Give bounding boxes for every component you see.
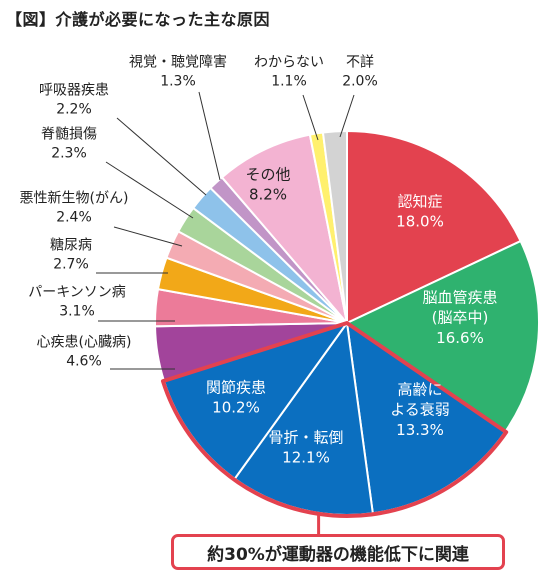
- slice-label-悪性新生物がん: 悪性新生物(がん): [20, 191, 129, 207]
- slice-value-呼吸器疾患: 2.2%: [56, 102, 92, 118]
- slice-label-脳血管疾患脳卒中: 脳血管疾患: [422, 288, 497, 306]
- slice-label-高齢による衰弱: よる衰弱: [390, 401, 450, 419]
- leader-line-不詳: [339, 94, 355, 138]
- slice-label-視覚聴覚障害: 視覚・聴覚障害: [129, 55, 227, 71]
- leader-line-視覚聴覚障害: [198, 91, 221, 181]
- slice-label-呼吸器疾患: 呼吸器疾患: [39, 83, 109, 99]
- slice-label-脳血管疾患脳卒中: (脳卒中): [432, 309, 489, 327]
- slice-value-高齢による衰弱: 13.3%: [396, 421, 444, 439]
- slice-value-わからない: 1.1%: [271, 74, 307, 90]
- leader-line-わからない: [302, 94, 319, 141]
- slice-value-視覚聴覚障害: 1.3%: [160, 74, 196, 90]
- slice-label-高齢による衰弱: 高齢に: [397, 380, 442, 398]
- slice-label-関節疾患: 関節疾患: [206, 378, 266, 396]
- leader-line-呼吸器疾患: [116, 117, 207, 196]
- slice-value-脳血管疾患脳卒中: 16.6%: [436, 329, 484, 347]
- slice-value-認知症: 18.0%: [396, 213, 444, 231]
- slice-value-パーキンソン病: 3.1%: [59, 303, 95, 319]
- slice-value-関節疾患: 10.2%: [212, 399, 260, 417]
- slice-value-骨折転倒: 12.1%: [282, 449, 330, 467]
- slice-label-その他: その他: [245, 165, 290, 183]
- slice-value-不詳: 2.0%: [342, 74, 378, 90]
- slice-label-骨折転倒: 骨折・転倒: [268, 428, 343, 446]
- leader-line-悪性新生物がん: [113, 226, 183, 247]
- slice-value-心疾患心臓病: 4.6%: [66, 353, 102, 369]
- slice-label-認知症: 認知症: [397, 192, 442, 210]
- slice-label-不詳: 不詳: [346, 55, 374, 71]
- slice-value-脊髄損傷: 2.3%: [51, 146, 87, 162]
- pie-slice-14: [321, 129, 348, 324]
- slice-label-脊髄損傷: 脊髄損傷: [41, 127, 97, 143]
- pie-slice-12: [220, 133, 349, 327]
- pie-slice-1: [344, 239, 540, 433]
- slice-value-糖尿病: 2.7%: [53, 256, 89, 272]
- slice-label-心疾患心臓病: 心疾患(心臓病): [37, 335, 132, 351]
- chart-title: 【図】介護が必要になった主な原因: [6, 10, 271, 29]
- slice-label-わからない: わからない: [254, 55, 324, 71]
- slice-label-糖尿病: 糖尿病: [50, 238, 92, 254]
- slice-value-その他: 8.2%: [249, 186, 287, 204]
- slice-label-パーキンソン病: パーキンソン病: [28, 285, 126, 301]
- callout-box: 約30%が運動器の機能低下に関連: [171, 534, 505, 570]
- slice-value-悪性新生物がん: 2.4%: [56, 210, 92, 226]
- pie-slice-0: [346, 129, 522, 325]
- leader-line-脊髄損傷: [105, 161, 194, 219]
